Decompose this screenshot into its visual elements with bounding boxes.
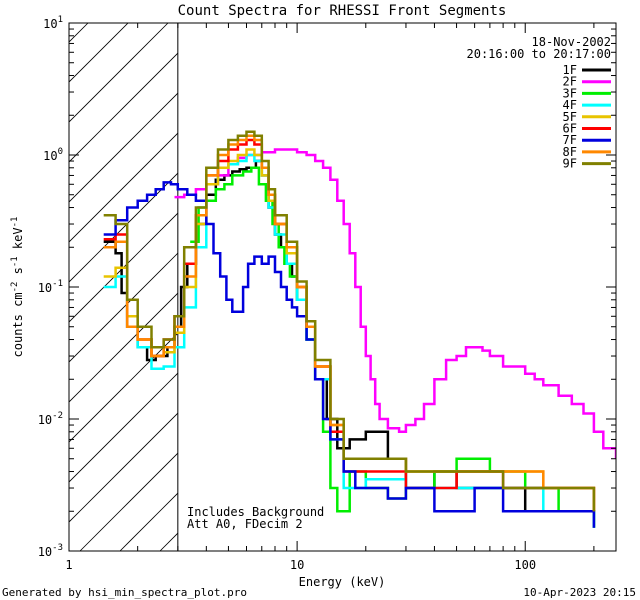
y-axis-label: counts cm-2 s-1 keV-1 xyxy=(10,217,25,358)
x-tick-label: 100 xyxy=(514,558,536,572)
hatch-line xyxy=(69,52,178,163)
series-3F xyxy=(190,166,596,528)
legend-label-4F: 4F xyxy=(563,98,577,112)
y-tick-label: 10-1 xyxy=(38,279,63,295)
y-tick-label: 10-3 xyxy=(38,543,63,559)
y-tick-label: 101 xyxy=(43,15,63,31)
series-layer xyxy=(103,23,616,551)
time-range-label: 20:16:00 to 20:17:00 xyxy=(467,47,612,61)
legend-label-3F: 3F xyxy=(563,86,577,100)
legend-label-1F: 1F xyxy=(563,63,577,77)
annotation-attenuator: Att A0, FDecim 2 xyxy=(187,517,303,531)
hatch-line xyxy=(69,412,178,523)
series-7F xyxy=(103,181,596,528)
legend-label-2F: 2F xyxy=(563,75,577,89)
legend-label-9F: 9F xyxy=(563,157,577,171)
footer-timestamp: 10-Apr-2023 20:15 xyxy=(523,586,636,599)
footer-generated: Generated by hsi_min_spectra_plot.pro xyxy=(2,586,247,599)
x-tick-label: 1 xyxy=(65,558,72,572)
series-2F xyxy=(174,148,616,459)
x-axis: 1 10 100 xyxy=(65,23,595,572)
hatch-line xyxy=(69,372,178,483)
x-tick-label: 10 xyxy=(290,558,304,572)
hatch-line xyxy=(79,452,178,551)
hatch-line xyxy=(69,92,178,203)
hatch-line xyxy=(0,23,8,551)
hatch-line xyxy=(69,23,169,123)
series-8F xyxy=(103,134,596,512)
date-label: 18-Nov-2002 xyxy=(532,35,611,49)
legend-label-8F: 8F xyxy=(563,145,577,159)
legend-label-7F: 7F xyxy=(563,133,577,147)
y-axis: 10-3 10-2 10-1 100 101 xyxy=(38,15,616,559)
annotation-background: Includes Background xyxy=(187,505,324,519)
hatch-line xyxy=(69,252,178,363)
series-9F xyxy=(103,130,596,512)
legend-label-5F: 5F xyxy=(563,110,577,124)
series-5F xyxy=(103,148,596,512)
y-tick-label: 100 xyxy=(43,147,63,163)
x-axis-label: Energy (keV) xyxy=(299,575,386,589)
y-tick-label: 10-2 xyxy=(38,411,63,427)
chart-title: Count Spectra for RHESSI Front Segments xyxy=(178,3,507,19)
legend-label-6F: 6F xyxy=(563,122,577,136)
